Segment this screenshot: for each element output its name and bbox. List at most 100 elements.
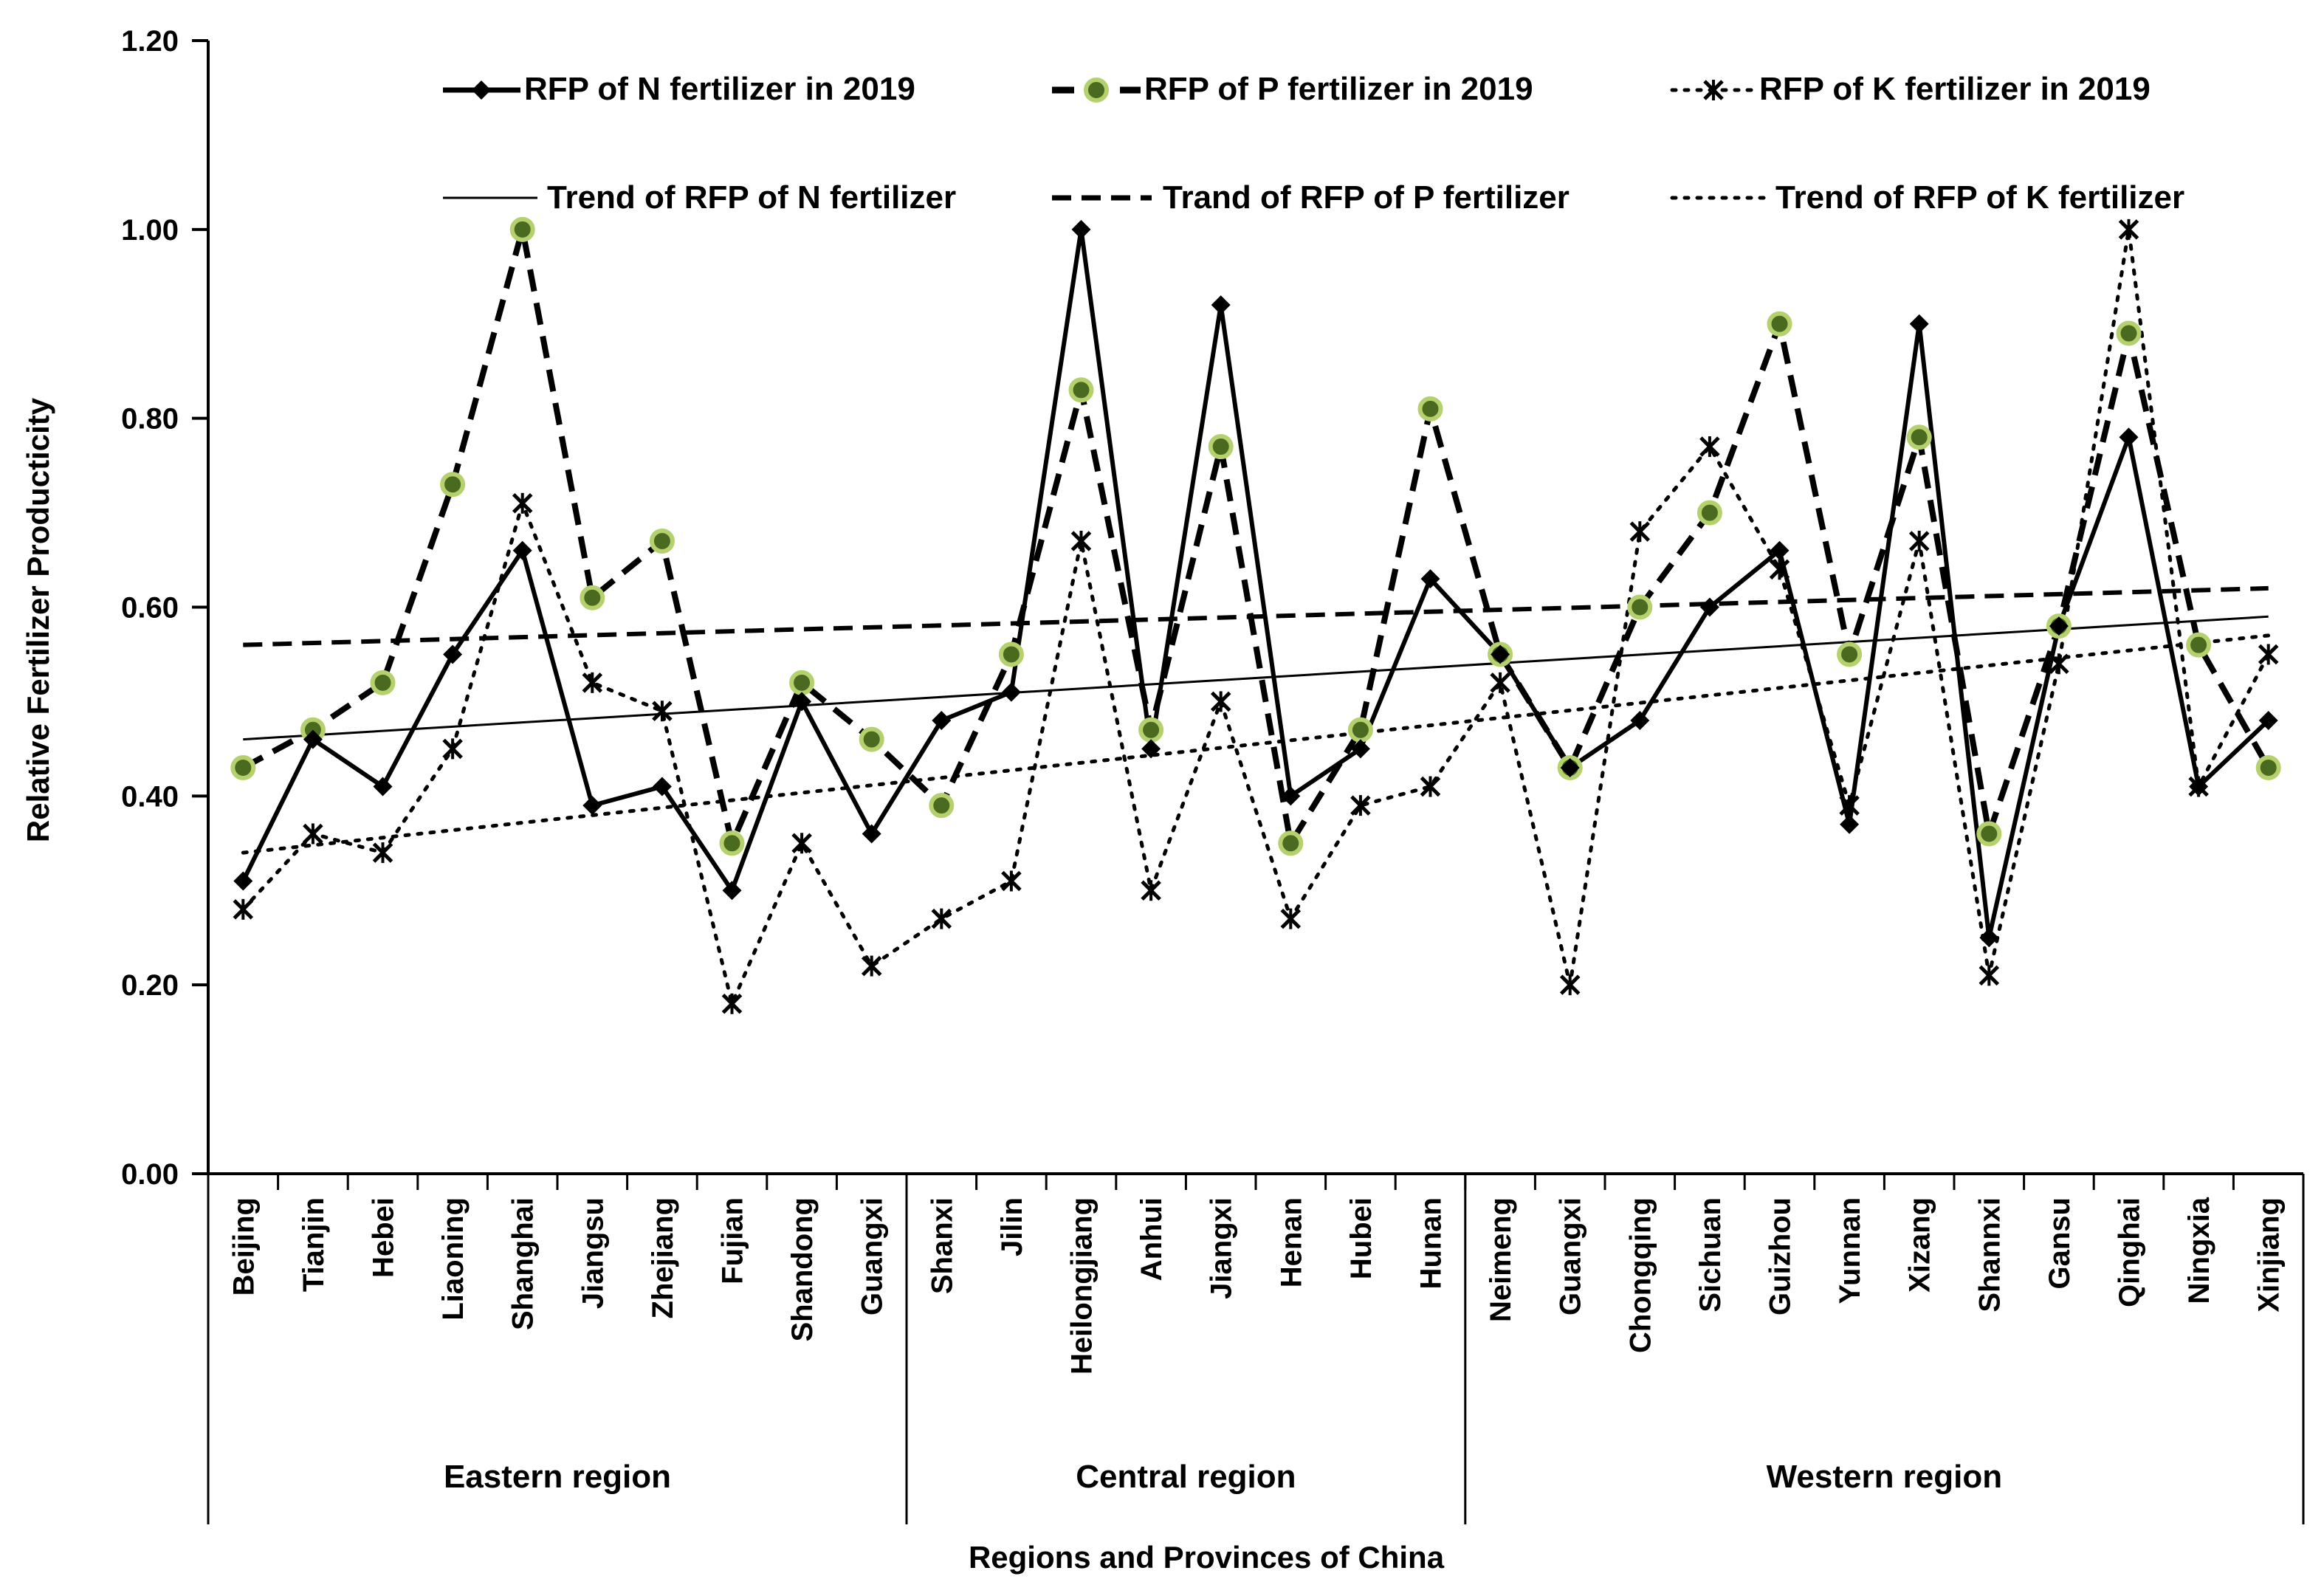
category-labels: Eastern region Central region Western regi… (227, 1197, 2285, 1495)
category-label: Ningxia (2183, 1197, 2215, 1304)
legend-marker-p (1084, 78, 1109, 103)
k-marker (1839, 795, 1860, 816)
k-marker (1210, 691, 1231, 712)
category-label: Guangxi (856, 1197, 889, 1315)
data-series (230, 216, 2281, 1014)
n-marker (792, 692, 812, 712)
n-marker (652, 777, 672, 797)
k-marker (303, 823, 323, 844)
y-tick-label: 1.00 (121, 214, 179, 247)
legend-label-trend-p: Trand of RFP of P fertilizer (1163, 179, 1570, 216)
n-marker (2119, 427, 2139, 447)
n-marker (1491, 644, 1510, 664)
category-label: Jiangxi (1206, 1197, 1238, 1299)
category-label: Henan (1275, 1197, 1307, 1287)
category-label: Yunnan (1834, 1197, 1866, 1304)
k-marker (512, 492, 533, 514)
k-marker (582, 672, 603, 693)
category-label: Chongqing (1624, 1197, 1657, 1353)
k-marker (1070, 530, 1092, 551)
category-label: Hebei (368, 1197, 400, 1278)
p-marker (998, 641, 1024, 667)
category-label: Hunan (1415, 1197, 1448, 1289)
trend-line (241, 633, 2271, 855)
x-axis-title: Regions and Provinces of China (969, 1540, 1445, 1575)
k-marker (652, 701, 673, 722)
axes: 0.00 0.20 0.40 0.60 0.80 1.00 1.20 (121, 25, 2305, 1524)
k-marker (372, 842, 393, 864)
p-marker (1976, 821, 2002, 847)
p-marker (789, 670, 815, 695)
y-tick-label: 1.20 (121, 25, 179, 58)
region-label: Western region (1767, 1459, 2002, 1495)
p-marker (2255, 754, 2281, 780)
n-marker (512, 540, 532, 560)
p-marker (1767, 311, 1792, 337)
category-label: Guizhou (1764, 1197, 1797, 1315)
y-axis-title: Relative Fertilizer Producticity (21, 397, 55, 842)
n-marker (443, 644, 463, 664)
category-label: Shandong (786, 1197, 819, 1342)
k-marker (2118, 219, 2139, 240)
n-marker (582, 796, 602, 816)
legend-label-k: RFP of K fertilizer in 2019 (1759, 71, 2151, 107)
category-label: Sichuan (1694, 1197, 1727, 1313)
k-marker (233, 898, 254, 920)
category-label: Xinjiang (2253, 1197, 2286, 1313)
k-marker (1490, 672, 1510, 693)
n-marker (1699, 597, 1719, 617)
category-label: Fujian (717, 1197, 749, 1284)
k-marker (791, 833, 812, 854)
n-marker (303, 729, 323, 749)
series-line (241, 228, 2272, 853)
p-marker (580, 585, 605, 610)
category-label: Gansu (2043, 1197, 2076, 1289)
category-label: Liaoning (437, 1197, 470, 1321)
k-marker (861, 955, 882, 977)
legend-label-p: RFP of P fertilizer in 2019 (1144, 71, 1533, 107)
legend-label-n: RFP of N fertilizer in 2019 (524, 71, 915, 107)
n-marker (1770, 540, 1790, 560)
k-marker (1979, 965, 2000, 986)
n-marker (1071, 219, 1091, 239)
n-marker (1350, 739, 1370, 759)
category-label: Shanxi (926, 1197, 958, 1294)
y-tick-label: 0.40 (121, 780, 179, 813)
category-label: Shanghai (507, 1197, 540, 1330)
n-marker (722, 881, 742, 901)
trend-line (243, 585, 2269, 647)
p-marker (440, 472, 466, 498)
n-marker (2049, 616, 2069, 636)
n-marker (1281, 786, 1301, 806)
category-label: Shannxi (1973, 1197, 2006, 1313)
category-label: Qinghai (2114, 1197, 2146, 1307)
p-marker (859, 726, 884, 752)
legend-label-trend-n: Trend of RFP of N fertilizer (547, 179, 956, 216)
k-marker (442, 738, 463, 760)
k-marker (1908, 530, 1930, 551)
p-marker (1627, 594, 1653, 620)
n-marker (2258, 711, 2278, 730)
k-marker (1280, 908, 1302, 929)
region-label: Central region (1076, 1459, 1296, 1495)
n-marker (233, 871, 253, 891)
y-tick-label: 0.60 (121, 592, 179, 625)
n-marker (932, 711, 952, 730)
p-marker (1068, 377, 1094, 403)
legend: RFP of N fertilizer in 2019 RFP of P fer… (443, 71, 2184, 216)
n-marker (1630, 711, 1650, 730)
series-line (241, 229, 2271, 1010)
category-label: Xizang (1904, 1197, 1936, 1293)
trend-line (243, 615, 2269, 741)
n-marker (1420, 569, 1440, 589)
p-marker (1208, 434, 1234, 460)
legend-marker-k (1703, 80, 1724, 100)
p-marker (370, 670, 396, 695)
k-marker (1420, 776, 1441, 797)
n-marker (1979, 928, 1999, 948)
p-marker (509, 216, 535, 242)
category-label: Tianjin (298, 1197, 330, 1292)
category-label: Hubei (1345, 1197, 1378, 1279)
k-marker (1141, 880, 1161, 901)
k-marker (1559, 974, 1581, 996)
